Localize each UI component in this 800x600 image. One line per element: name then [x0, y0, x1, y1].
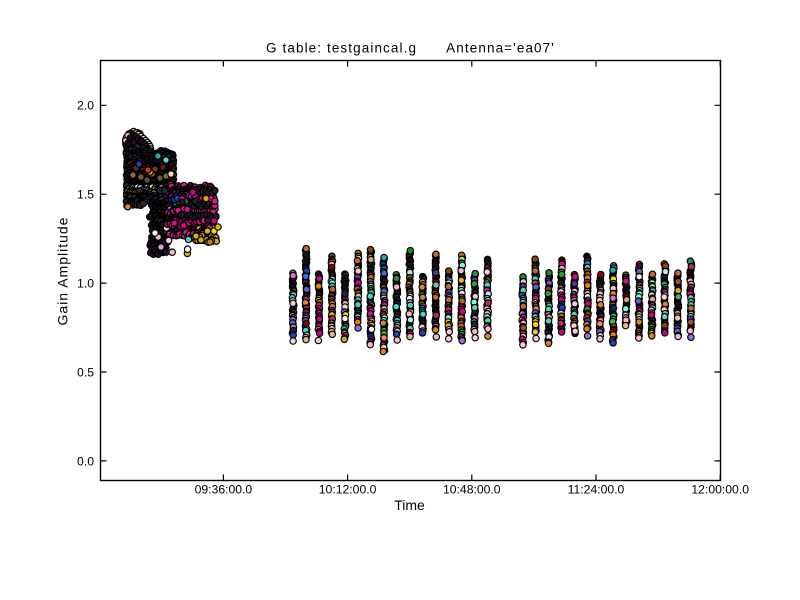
- svg-text:G table: testgaincal.g An: G table: testgaincal.g Antenna='ea07': [266, 41, 555, 56]
- svg-text:1.5: 1.5: [77, 188, 94, 202]
- svg-text:Gain Amplitude: Gain Amplitude: [55, 217, 71, 326]
- svg-text:0.0: 0.0: [77, 454, 94, 468]
- svg-text:09:36:00.0: 09:36:00.0: [195, 482, 253, 496]
- svg-text:2.0: 2.0: [77, 99, 94, 113]
- svg-text:Time: Time: [394, 497, 425, 513]
- svg-text:1.0: 1.0: [77, 277, 94, 291]
- svg-text:10:48:00.0: 10:48:00.0: [443, 482, 501, 496]
- svg-text:12:00:00.0: 12:00:00.0: [691, 482, 749, 496]
- svg-text:11:24:00.0: 11:24:00.0: [568, 482, 625, 496]
- svg-text:10:12:00.0: 10:12:00.0: [319, 482, 377, 496]
- svg-text:0.5: 0.5: [77, 365, 94, 379]
